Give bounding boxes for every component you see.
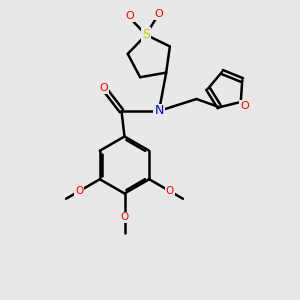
Text: O: O xyxy=(120,212,129,223)
Text: O: O xyxy=(166,186,174,196)
Text: O: O xyxy=(240,100,249,111)
Text: N: N xyxy=(154,104,164,118)
Text: O: O xyxy=(154,9,164,19)
Text: S: S xyxy=(142,28,150,41)
Text: O: O xyxy=(75,186,83,196)
Text: O: O xyxy=(125,11,134,21)
Text: O: O xyxy=(99,83,108,93)
